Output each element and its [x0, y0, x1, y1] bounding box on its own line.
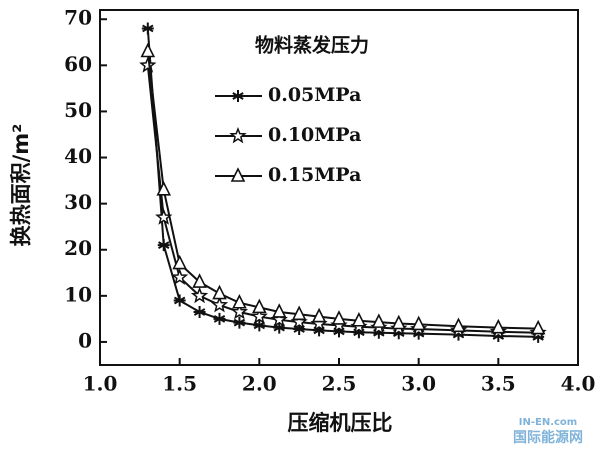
data-point — [392, 327, 405, 340]
x-tick-label: 1.5 — [162, 372, 197, 396]
legend-label: 0.10MPa — [268, 124, 361, 146]
series-line — [146, 51, 539, 330]
x-tick-label: 2.0 — [242, 372, 277, 396]
legend-marker — [232, 90, 244, 102]
y-tick-label: 50 — [64, 98, 92, 122]
data-point — [139, 56, 157, 73]
data-point — [210, 296, 229, 313]
y-axis-label: 换热面积/m² — [9, 124, 33, 247]
legend-label: 0.05MPa — [268, 84, 361, 106]
data-point — [451, 317, 466, 333]
data-point — [233, 316, 246, 329]
data-point — [140, 42, 156, 58]
legend-marker — [229, 126, 247, 144]
data-point — [157, 239, 170, 252]
data-point — [273, 321, 286, 334]
data-point — [271, 303, 287, 318]
data-point — [250, 307, 269, 325]
x-tick-label: 2.5 — [322, 372, 357, 396]
watermark-name: 国际能源网 — [513, 429, 583, 446]
data-point — [232, 293, 247, 309]
data-point — [293, 323, 306, 336]
y-tick-label: 30 — [64, 190, 92, 214]
data-point — [371, 313, 387, 328]
data-point — [190, 286, 209, 304]
data-point — [333, 325, 345, 338]
data-point — [411, 315, 426, 331]
data-point — [192, 273, 207, 288]
data-point — [193, 305, 206, 318]
x-axis-label: 压缩机压比 — [288, 411, 393, 435]
data-point — [530, 319, 546, 335]
data-point — [156, 181, 172, 196]
data-point — [352, 326, 365, 339]
x-tick-label: 1.0 — [83, 372, 118, 396]
data-point — [492, 329, 505, 342]
data-point — [311, 307, 327, 323]
x-tick-label: 3.5 — [481, 372, 516, 396]
data-point — [491, 318, 506, 334]
data-point — [452, 328, 465, 341]
data-point — [412, 327, 425, 340]
data-point — [253, 319, 266, 332]
y-tick-label: 0 — [78, 328, 92, 352]
data-point — [173, 294, 186, 307]
x-tick-label: 4.0 — [561, 372, 596, 396]
data-point — [170, 268, 189, 285]
data-point — [331, 310, 347, 325]
x-tick-label: 3.0 — [401, 372, 436, 396]
legend-title: 物料蒸发压力 — [255, 34, 369, 57]
data-point — [291, 305, 307, 321]
legend-marker — [230, 167, 246, 182]
y-tick-label: 10 — [64, 282, 92, 306]
data-point — [532, 330, 545, 343]
legend-label: 0.15MPa — [268, 164, 361, 186]
data-point — [230, 302, 249, 320]
y-tick-label: 60 — [64, 52, 92, 76]
y-tick-label: 70 — [64, 6, 92, 30]
y-tick-label: 20 — [64, 236, 92, 260]
data-point — [213, 312, 226, 325]
data-point — [313, 324, 326, 337]
y-tick-label: 40 — [64, 144, 92, 168]
data-point — [252, 298, 267, 314]
data-point — [351, 311, 367, 327]
data-point — [141, 22, 154, 35]
data-point — [391, 314, 407, 330]
data-point — [212, 284, 227, 300]
data-point — [372, 326, 385, 339]
watermark-site: IN-EN.com — [519, 417, 577, 428]
data-point — [172, 254, 187, 270]
